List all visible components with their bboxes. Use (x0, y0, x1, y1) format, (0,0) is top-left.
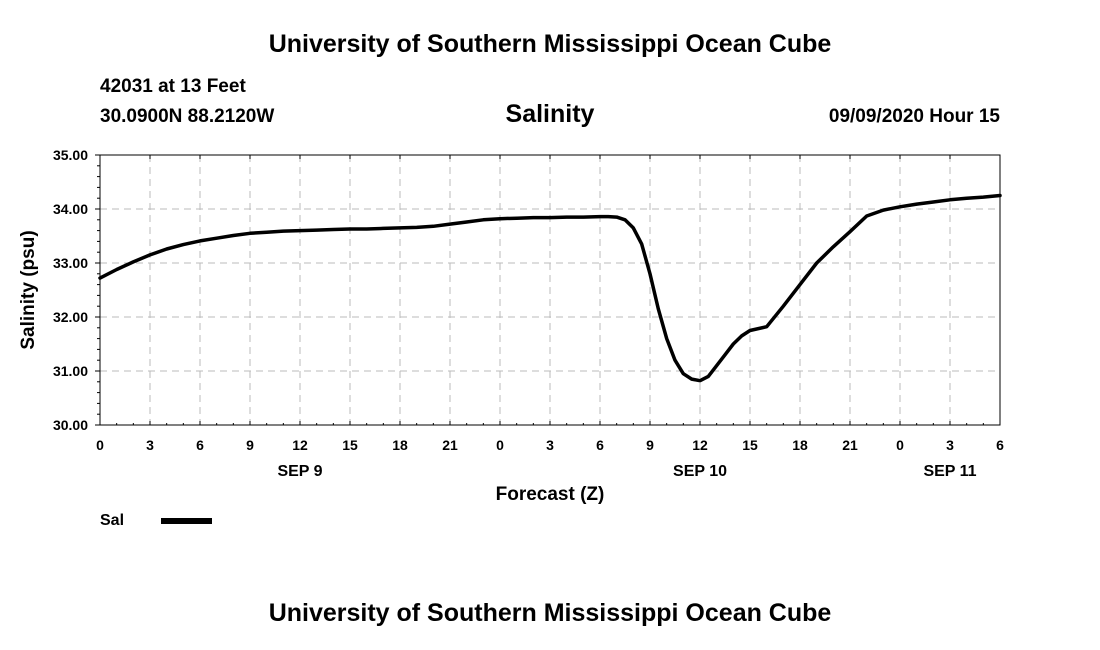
y-tick-label: 34.00 (53, 201, 88, 217)
legend: Sal (100, 512, 212, 529)
x-tick-label: 18 (792, 437, 808, 453)
date-label: SEP 11 (923, 463, 976, 480)
y-tick-label: 31.00 (53, 363, 88, 379)
x-tick-label: 3 (946, 437, 954, 453)
x-tick-label: 3 (546, 437, 554, 453)
x-axis-title: Forecast (Z) (496, 484, 605, 505)
date-label: SEP 10 (673, 463, 727, 480)
footer-title: University of Southern Mississippi Ocean… (268, 599, 832, 627)
x-tick-label: 0 (896, 437, 904, 453)
x-tick-label: 12 (292, 437, 308, 453)
x-tick-label: 3 (146, 437, 154, 453)
y-tick-label: 32.00 (53, 309, 88, 325)
datetime-label: 09/09/2020 Hour 15 (828, 106, 1000, 127)
x-tick-label: 12 (692, 437, 708, 453)
axis-tick-labels: 0 3 6 9 12 15 18 21 0 3 6 9 12 15 18 21 0 3 6 SEP 9 SEP 10 SE… (53, 147, 1004, 480)
series-line-sal (98, 193, 1002, 383)
x-tick-label: 18 (392, 437, 408, 453)
x-tick-label: 6 (596, 437, 604, 453)
station-label: 42031 at 13 Feet (100, 76, 246, 97)
x-tick-label: 15 (742, 437, 758, 453)
variable-title: Salinity (505, 100, 595, 128)
y-axis-title: Salinity (psu) (18, 230, 39, 349)
x-tick-label: 21 (842, 437, 858, 453)
legend-label: Sal (100, 512, 124, 529)
y-tick-label: 30.00 (53, 417, 88, 433)
axis-ticks (95, 154, 1001, 426)
coordinates-label: 30.0900N 88.2120W (100, 106, 275, 127)
x-tick-label: 15 (342, 437, 358, 453)
y-tick-label: 33.00 (53, 255, 88, 271)
series-layer (98, 193, 1002, 383)
x-tick-label: 9 (246, 437, 254, 453)
x-tick-label: 6 (196, 437, 204, 453)
x-tick-label: 0 (96, 437, 104, 453)
date-label: SEP 9 (277, 463, 322, 480)
x-tick-label: 0 (496, 437, 504, 453)
x-tick-label: 21 (442, 437, 458, 453)
x-tick-label: 6 (996, 437, 1004, 453)
page-title: University of Southern Mississippi Ocean… (268, 30, 832, 58)
grid-lines (100, 155, 1000, 425)
x-tick-label: 9 (646, 437, 654, 453)
y-tick-label: 35.00 (53, 147, 88, 163)
